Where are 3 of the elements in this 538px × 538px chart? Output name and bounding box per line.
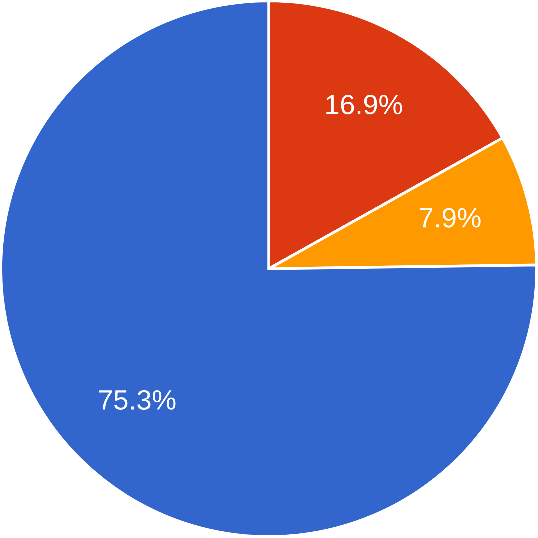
data-label: 7.9% <box>420 208 481 228</box>
data-label: 16.9% <box>326 95 402 115</box>
data-label: 75.3% <box>99 390 176 410</box>
